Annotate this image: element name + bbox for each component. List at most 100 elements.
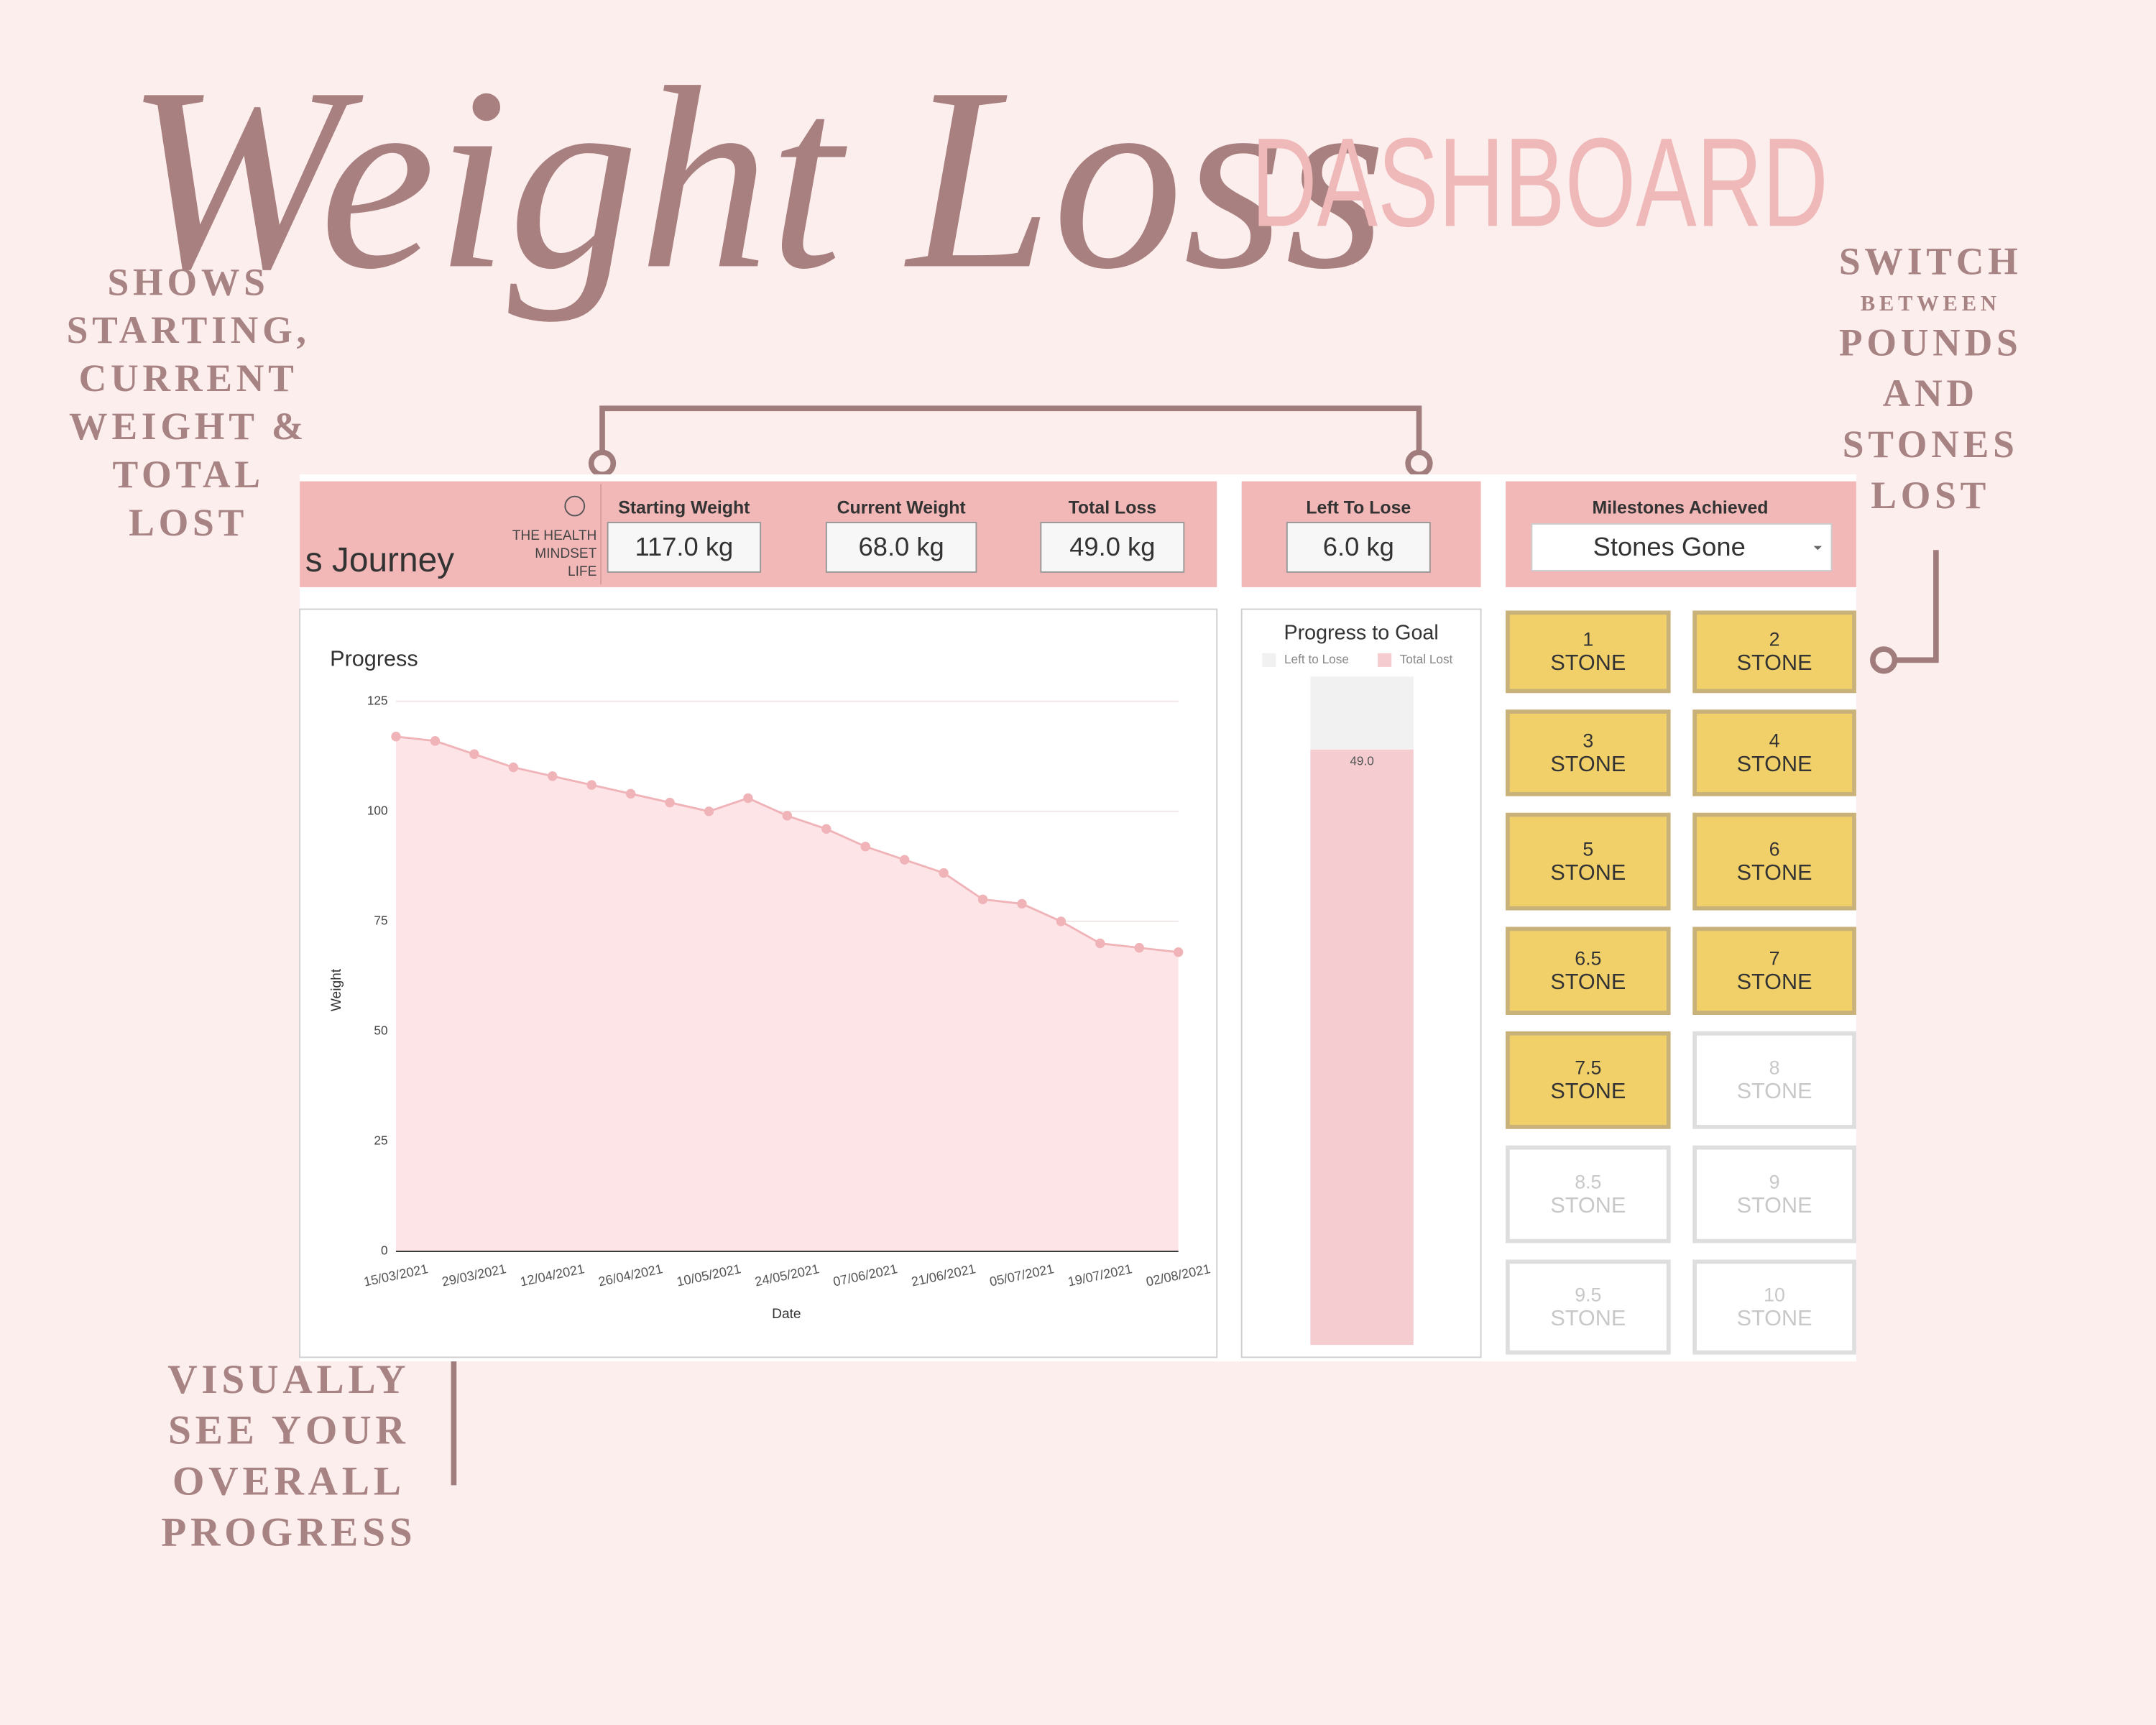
dropdown-arrow bbox=[1813, 546, 1823, 551]
milestone-unit: STONE bbox=[1550, 860, 1626, 885]
logo-icon bbox=[564, 495, 586, 517]
value-label: 49.0 bbox=[1350, 754, 1373, 768]
point bbox=[391, 732, 401, 742]
milestone-tile bbox=[1692, 1259, 1856, 1355]
journey-title: s Journey bbox=[305, 541, 454, 579]
annotation: WEIGHT & bbox=[69, 405, 308, 448]
annotation: POUNDS bbox=[1839, 321, 2022, 364]
milestone-tile bbox=[1506, 1145, 1671, 1243]
connector-dot bbox=[1870, 646, 1898, 674]
logo-text: THE HEALTH bbox=[512, 528, 597, 543]
milestone-number: 6 bbox=[1769, 838, 1780, 860]
milestone-number: 3 bbox=[1583, 730, 1593, 751]
milestone-unit: STONE bbox=[1737, 970, 1812, 994]
milestone-number: 5 bbox=[1583, 838, 1593, 860]
annotation: LOST bbox=[129, 501, 248, 544]
point bbox=[586, 780, 596, 790]
milestone-tile bbox=[1506, 610, 1671, 694]
milestone-number: 4 bbox=[1769, 730, 1780, 751]
milestone-unit: STONE bbox=[1737, 650, 1812, 675]
milestone-tile bbox=[1506, 709, 1671, 796]
point bbox=[665, 797, 675, 808]
milestone-unit: STONE bbox=[1737, 752, 1812, 776]
stat-label: Left To Lose bbox=[1306, 497, 1411, 518]
point bbox=[743, 793, 753, 804]
stat-label: Current Weight bbox=[837, 497, 966, 518]
legend-swatch bbox=[1378, 653, 1392, 667]
y-tick-label: 50 bbox=[374, 1023, 387, 1037]
milestone-number: 7 bbox=[1769, 948, 1780, 970]
stat-label: Total Loss bbox=[1069, 497, 1156, 518]
stat-value: 117.0 kg bbox=[635, 532, 733, 561]
milestone-unit: STONE bbox=[1550, 752, 1626, 776]
milestone-tile bbox=[1506, 812, 1671, 911]
milestone-number: 9.5 bbox=[1575, 1284, 1601, 1305]
title: Weight Loss bbox=[126, 33, 1386, 323]
bar-segment bbox=[1310, 749, 1414, 1346]
point bbox=[469, 749, 479, 759]
milestone-tile bbox=[1692, 926, 1856, 1015]
point bbox=[899, 855, 910, 865]
milestone-tile bbox=[1506, 1031, 1671, 1129]
bracket bbox=[599, 405, 1422, 453]
annotation: BETWEEN bbox=[1861, 291, 2001, 316]
annotation: SHOWS bbox=[108, 260, 270, 303]
stat-box bbox=[1286, 522, 1431, 573]
annotation: TOTAL bbox=[112, 453, 264, 496]
selector-value: Stones Gone bbox=[1593, 532, 1746, 561]
stat-box bbox=[825, 522, 977, 573]
chart-title: Progress bbox=[330, 646, 418, 671]
milestone-number: 1 bbox=[1583, 629, 1593, 650]
chart-title: Progress to Goal bbox=[1284, 622, 1438, 645]
x-axis-label: Date bbox=[772, 1307, 801, 1322]
annotation: PROGRESS bbox=[161, 1509, 416, 1555]
stat-label: Starting Weight bbox=[618, 497, 750, 518]
point bbox=[977, 894, 988, 904]
point bbox=[1017, 898, 1027, 909]
point bbox=[821, 824, 831, 834]
point bbox=[1173, 947, 1184, 957]
point bbox=[625, 788, 636, 799]
logo-text: LIFE bbox=[568, 564, 596, 579]
milestone-number: 7.5 bbox=[1575, 1057, 1601, 1079]
milestone-unit: STONE bbox=[1550, 1193, 1626, 1218]
y-tick-label: 25 bbox=[374, 1133, 387, 1148]
milestone-unit: STONE bbox=[1550, 970, 1626, 994]
milestone-tile bbox=[1506, 926, 1671, 1015]
point bbox=[548, 771, 558, 781]
annotation: LOST bbox=[1871, 474, 1990, 517]
point bbox=[508, 762, 519, 773]
milestone-tile bbox=[1692, 812, 1856, 911]
annotation: STARTING, bbox=[67, 308, 310, 351]
annotation: SEE YOUR bbox=[168, 1408, 410, 1453]
stat-value: 49.0 kg bbox=[1069, 532, 1155, 561]
milestone-tile bbox=[1692, 1031, 1856, 1129]
milestone-unit: STONE bbox=[1737, 1079, 1812, 1103]
point bbox=[704, 806, 714, 816]
y-tick-label: 125 bbox=[367, 693, 388, 707]
milestone-number: 9 bbox=[1769, 1171, 1780, 1192]
bar-segment bbox=[1310, 676, 1414, 750]
y-axis-label: Weight bbox=[329, 968, 344, 1011]
milestones-title: Milestones Achieved bbox=[1593, 497, 1769, 518]
y-tick-label: 0 bbox=[381, 1243, 388, 1258]
point bbox=[1095, 938, 1105, 949]
point bbox=[1056, 916, 1067, 926]
unit-selector[interactable] bbox=[1531, 523, 1833, 571]
milestone-unit: STONE bbox=[1550, 1306, 1626, 1330]
milestone-tile bbox=[1692, 1145, 1856, 1243]
stat-box bbox=[607, 522, 761, 573]
pointer bbox=[1894, 550, 1939, 663]
annotation: AND bbox=[1883, 372, 1978, 415]
milestone-unit: STONE bbox=[1737, 1193, 1812, 1218]
milestone-unit: STONE bbox=[1737, 860, 1812, 885]
milestone-number: 8 bbox=[1769, 1057, 1780, 1079]
point bbox=[430, 736, 441, 746]
milestone-number: 10 bbox=[1764, 1284, 1785, 1305]
stat-value: 68.0 kg bbox=[859, 532, 944, 561]
point bbox=[1134, 942, 1144, 953]
milestone-unit: STONE bbox=[1737, 1306, 1812, 1330]
y-tick-label: 75 bbox=[374, 913, 387, 927]
